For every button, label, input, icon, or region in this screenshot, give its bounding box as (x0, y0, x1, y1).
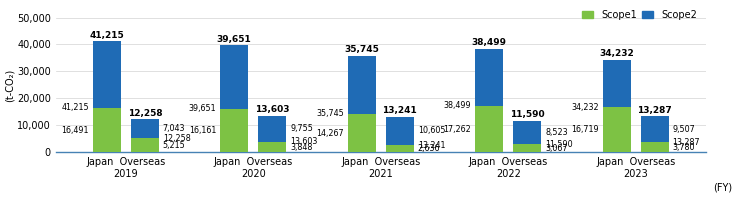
Text: 39,651: 39,651 (217, 35, 252, 44)
Text: 3,780: 3,780 (673, 143, 695, 152)
Text: 41,215: 41,215 (89, 31, 124, 40)
Bar (475, 106, 503, 152)
Bar (258, 116, 286, 142)
Legend: Scope1, Scope2: Scope1, Scope2 (578, 6, 701, 24)
Text: 11,590: 11,590 (510, 111, 545, 119)
Text: 3,067: 3,067 (545, 144, 567, 153)
Text: 11,590: 11,590 (545, 139, 573, 149)
Text: 13,287: 13,287 (673, 138, 700, 147)
Text: 13,241: 13,241 (383, 106, 417, 115)
Text: 13,241: 13,241 (418, 141, 445, 150)
Bar (475, 48, 503, 106)
Bar (641, 116, 669, 142)
Text: 16,161: 16,161 (189, 126, 216, 135)
Text: 2,636: 2,636 (418, 144, 440, 153)
Bar (603, 107, 631, 152)
Text: 10,605: 10,605 (418, 126, 445, 135)
Text: 34,232: 34,232 (599, 49, 634, 58)
Text: 8,523: 8,523 (545, 128, 567, 137)
Text: 14,267: 14,267 (316, 129, 344, 138)
Text: 12,258: 12,258 (127, 109, 162, 118)
Text: 34,232: 34,232 (571, 103, 598, 112)
Bar (386, 145, 414, 152)
Bar (386, 117, 414, 145)
Text: 13,603: 13,603 (255, 105, 290, 114)
Text: 38,499: 38,499 (444, 101, 471, 110)
Text: 7,043: 7,043 (163, 124, 185, 133)
Text: 5,215: 5,215 (163, 141, 185, 150)
Text: 13,603: 13,603 (290, 137, 318, 146)
Bar (258, 142, 286, 152)
Text: 12,258: 12,258 (163, 134, 191, 143)
Bar (93, 108, 121, 152)
Y-axis label: (t-CO₂): (t-CO₂) (4, 68, 14, 101)
Text: (FY): (FY) (712, 183, 732, 193)
Text: 39,651: 39,651 (188, 104, 216, 113)
Text: 3,848: 3,848 (290, 143, 313, 152)
Bar (513, 121, 542, 144)
Text: 38,499: 38,499 (472, 38, 506, 47)
Bar (513, 144, 542, 152)
Bar (220, 45, 248, 109)
Text: 9,755: 9,755 (290, 124, 313, 133)
Bar (347, 114, 375, 152)
Bar (347, 56, 375, 114)
Text: 41,215: 41,215 (61, 103, 89, 112)
Text: 16,491: 16,491 (61, 125, 89, 135)
Bar (131, 138, 159, 152)
Text: 35,745: 35,745 (344, 45, 379, 54)
Text: 17,262: 17,262 (444, 125, 471, 134)
Text: 16,719: 16,719 (571, 125, 598, 134)
Text: 35,745: 35,745 (316, 109, 344, 118)
Text: 9,507: 9,507 (673, 125, 696, 134)
Bar (93, 41, 121, 108)
Bar (641, 142, 669, 152)
Bar (220, 109, 248, 152)
Text: 13,287: 13,287 (637, 106, 672, 115)
Bar (131, 119, 159, 138)
Bar (603, 60, 631, 107)
